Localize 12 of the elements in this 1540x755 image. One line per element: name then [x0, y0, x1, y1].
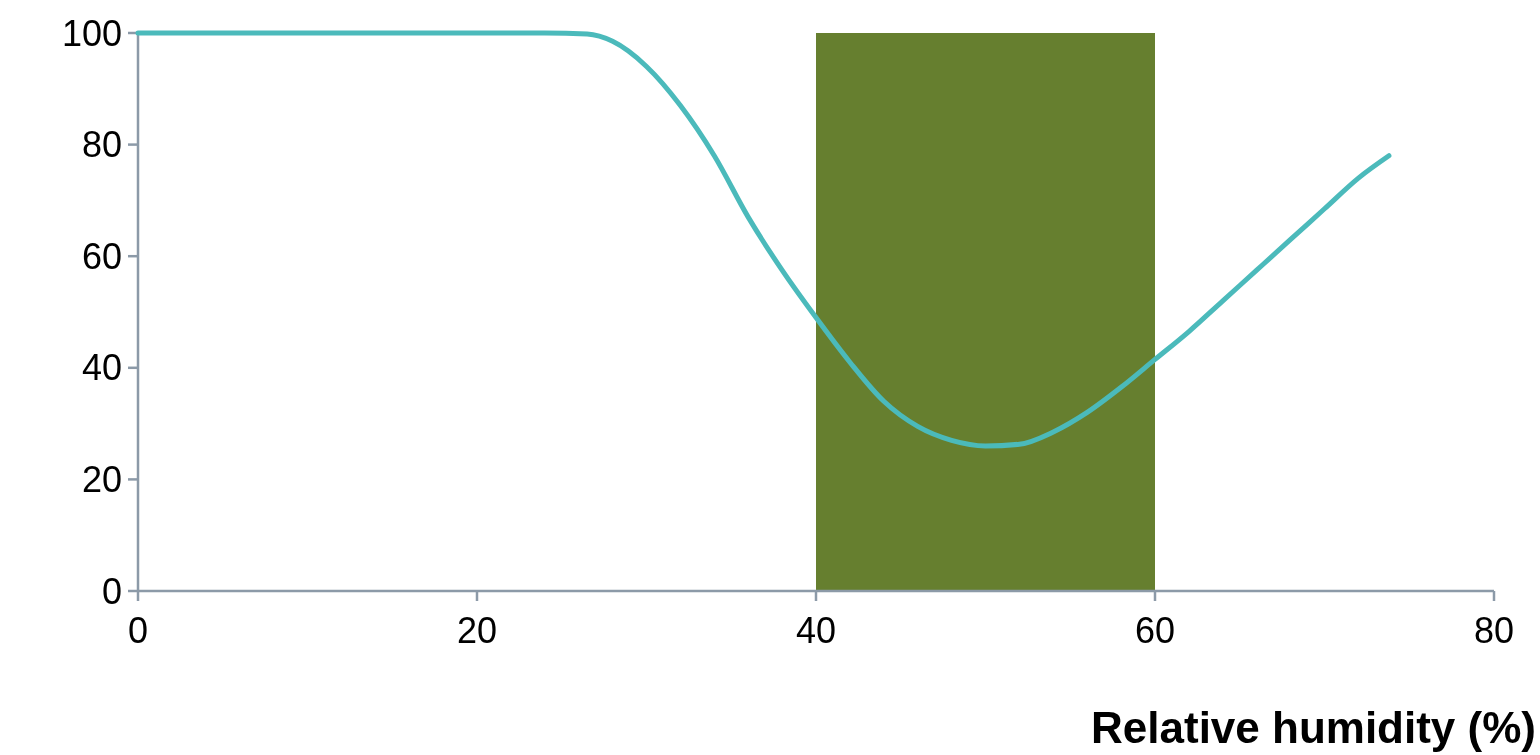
x-tick-label: 80 — [1473, 610, 1515, 651]
x-tick-label: 60 — [1134, 610, 1176, 651]
y-tick-label: 0 — [101, 570, 122, 612]
x-tick-label: 40 — [795, 610, 837, 651]
y-tick-label: 20 — [81, 459, 122, 500]
x-tick-label: 0 — [127, 610, 149, 651]
y-tick-label: 40 — [81, 347, 122, 389]
y-tick-label: 60 — [81, 235, 122, 277]
y-tick-label: 100 — [61, 12, 122, 54]
x-tick-label: 20 — [456, 610, 498, 651]
x-axis-title: Relative humidity (%) — [1091, 703, 1536, 752]
y-tick-label: 80 — [81, 124, 122, 166]
